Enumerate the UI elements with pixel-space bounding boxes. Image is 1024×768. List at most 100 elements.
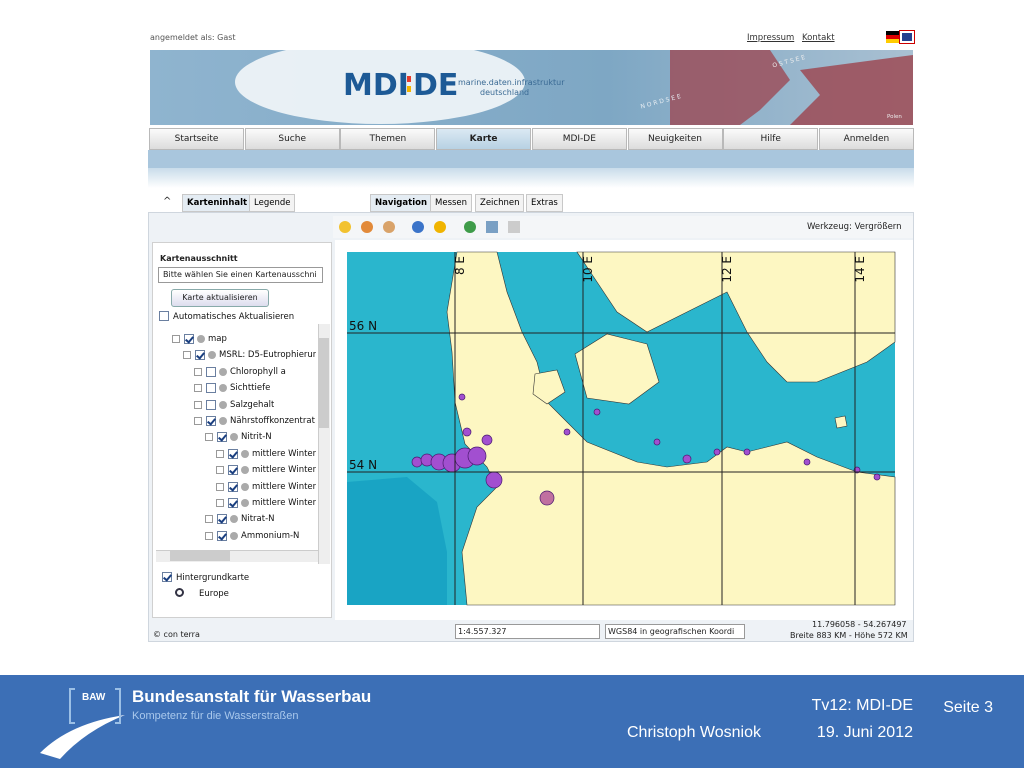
panel-tab[interactable]: Legende	[249, 194, 296, 212]
nav-tab[interactable]: Startseite	[149, 128, 244, 150]
layer-checkbox[interactable]	[228, 481, 238, 492]
tool-tab[interactable]: Extras	[526, 194, 563, 212]
layer-checkbox[interactable]	[217, 530, 227, 541]
flag-de[interactable]	[886, 31, 899, 43]
land	[576, 251, 896, 383]
background-checkbox[interactable]	[162, 572, 172, 582]
layer-checkbox[interactable]	[195, 350, 205, 361]
nav-tab[interactable]: Suche	[244, 128, 340, 150]
tool-tab[interactable]: Navigation	[370, 194, 432, 212]
nav-tab[interactable]: Hilfe	[723, 128, 819, 150]
sidebar-heading: Kartenausschnitt	[160, 254, 238, 263]
map-view: 8 E 10 E 12 E 14 E 56 N 54 N	[335, 240, 913, 620]
tool-info[interactable]	[412, 221, 424, 233]
layer-checkbox[interactable]	[228, 498, 238, 508]
tree-scroll-thumb[interactable]	[319, 338, 329, 428]
layer-icon	[219, 367, 227, 376]
tree-expander[interactable]	[194, 417, 202, 425]
layer-icon	[230, 433, 238, 442]
layer-checkbox[interactable]	[206, 416, 216, 426]
collapse[interactable]: ^	[163, 196, 172, 207]
link-impressum[interactable]: Impressum	[747, 33, 795, 43]
extent-select[interactable]: Bitte wählen Sie einen Kartenausschni	[158, 267, 323, 283]
tree-expander[interactable]	[216, 466, 224, 475]
nav-tab[interactable]: Neuigkeiten	[627, 128, 723, 150]
crs-select[interactable]: WGS84 in geografischen Koordi	[605, 624, 745, 639]
tree-expander[interactable]	[205, 515, 213, 524]
login: angemeldet als: Gast	[150, 33, 236, 42]
tree-expander[interactable]	[194, 384, 202, 393]
tree-expander[interactable]	[205, 433, 213, 442]
layer-icon	[241, 449, 249, 458]
author: Christoph Wosniok	[627, 724, 761, 741]
layer-checkbox[interactable]	[184, 334, 194, 344]
tool-zoom-out[interactable]	[361, 221, 373, 233]
tool-forward[interactable]	[508, 221, 520, 233]
tool-zoom-in[interactable]	[339, 221, 351, 233]
layer-checkbox[interactable]	[217, 432, 227, 443]
station	[593, 408, 601, 416]
tree-expander[interactable]	[194, 400, 202, 409]
land	[670, 50, 790, 125]
layer-icon	[219, 400, 227, 409]
graticule: 8 E 10 E 12 E 14 E 56 N 54 N	[347, 252, 895, 605]
logo-dot	[407, 86, 411, 92]
tool-globe[interactable]	[464, 221, 476, 233]
lon-label: 10 E	[581, 256, 595, 283]
tagline: marine.daten.infrastruktur	[458, 78, 565, 87]
talk-title: Tv12: MDI-DE	[811, 697, 913, 714]
nav-tab[interactable]: Themen	[340, 128, 436, 150]
tree-expander[interactable]	[183, 351, 191, 360]
station	[713, 448, 721, 456]
layer-icon	[208, 351, 216, 360]
tool-flash[interactable]	[434, 221, 446, 233]
layer-checkbox[interactable]	[206, 383, 216, 394]
layer-checkbox[interactable]	[228, 465, 238, 476]
tree-expander[interactable]	[216, 449, 224, 458]
radio[interactable]	[175, 588, 184, 597]
tool-tab[interactable]: Messen	[430, 194, 473, 212]
island	[532, 369, 566, 405]
logo-badge: BAW	[82, 692, 106, 703]
nav-tab[interactable]: Karte	[436, 128, 532, 150]
tagline: deutschland	[480, 88, 530, 97]
date: 19. Juni 2012	[816, 724, 913, 741]
tree-expander[interactable]	[216, 482, 224, 491]
logo-dot	[407, 76, 411, 82]
auto-checkbox[interactable]	[159, 311, 169, 321]
layer-name: Chlorophyll a	[230, 366, 286, 377]
panel-tab[interactable]: Karteninhalt	[182, 194, 253, 212]
layer-checkbox[interactable]	[206, 399, 216, 410]
tree-expander[interactable]	[216, 499, 224, 507]
tree-expander[interactable]	[205, 531, 213, 540]
stations	[411, 393, 881, 506]
layer-name: mittlere Winterkor	[252, 498, 316, 508]
tool-icons	[339, 221, 520, 233]
nav-strip	[148, 150, 914, 168]
nav-tab[interactable]: MDI-DE	[531, 128, 627, 150]
tool-pan[interactable]	[383, 221, 395, 233]
layer-icon	[230, 515, 238, 524]
tree-hscroll-thumb[interactable]	[170, 551, 230, 561]
refresh-button[interactable]: Karte aktualisieren	[171, 289, 269, 307]
station	[411, 456, 423, 468]
layer-checkbox[interactable]	[228, 448, 238, 459]
nav-tab[interactable]: Anmelden	[818, 128, 914, 150]
logo-ellipse	[235, 50, 525, 124]
tree-expander[interactable]	[172, 335, 180, 343]
flag-en[interactable]	[899, 30, 915, 44]
layer-name: Sichttiefe	[230, 383, 271, 394]
layer-checkbox[interactable]	[206, 366, 216, 377]
logo-bracket	[69, 688, 75, 724]
layer-name: Nitrit-N	[241, 432, 272, 443]
copyright: © con terra	[153, 630, 200, 639]
tool-back[interactable]	[486, 221, 498, 233]
tool-status: Werkzeug: Vergrößern	[807, 222, 902, 232]
tree-expander[interactable]	[194, 367, 202, 376]
layer-checkbox[interactable]	[217, 514, 227, 525]
layer-icon	[219, 417, 227, 425]
scale-select[interactable]: 1:4.557.327	[455, 624, 600, 639]
tool-tab[interactable]: Zeichnen	[475, 194, 525, 212]
nav-fade	[148, 168, 914, 188]
link-kontakt[interactable]: Kontakt	[802, 33, 835, 43]
